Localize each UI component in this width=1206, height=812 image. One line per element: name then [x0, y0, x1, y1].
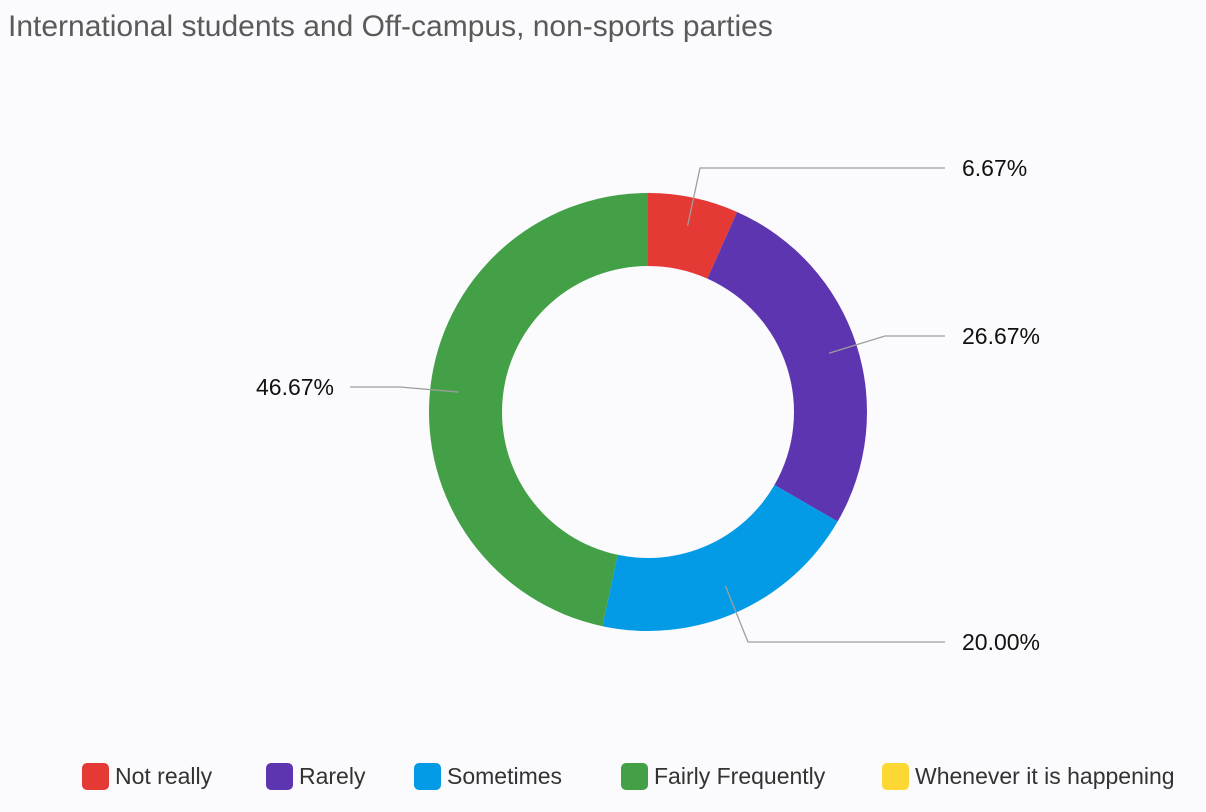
slice-not-really[interactable] [648, 193, 738, 279]
leader-line-not-really [686, 167, 945, 226]
legend-swatch-sometimes [414, 762, 441, 790]
legend-label-whenever-it-is-happening: Whenever it is happening [915, 762, 1175, 789]
data-labels-layer: 6.67% 26.67% 20.00% 46.67% [256, 155, 1040, 655]
slice-fairly-frequently[interactable] [429, 193, 648, 627]
legend-item-sometimes[interactable]: Sometimes [414, 760, 562, 792]
legend-item-whenever-it-is-happening[interactable]: Whenever it is happening [882, 760, 1175, 792]
data-label-rarely: 26.67% [962, 323, 1040, 349]
legend-item-not-really[interactable]: Not really [82, 760, 212, 792]
legend-swatch-rarely [266, 762, 293, 790]
legend-item-fairly-frequently[interactable]: Fairly Frequently [621, 760, 825, 792]
leader-line-sometimes [724, 585, 945, 643]
leader-line-rarely [828, 335, 945, 354]
data-label-not-really: 6.67% [962, 155, 1027, 181]
legend: Not really Rarely Sometimes Fairly Frequ… [0, 760, 1206, 792]
legend-swatch-whenever-it-is-happening [882, 762, 909, 790]
data-label-fairly-frequently: 46.67% [256, 374, 334, 400]
legend-swatch-fairly-frequently [621, 762, 648, 790]
slices-layer [429, 193, 867, 631]
legend-label-rarely: Rarely [299, 762, 366, 789]
legend-label-fairly-frequently: Fairly Frequently [654, 762, 826, 789]
leader-lines-layer [350, 167, 945, 643]
slice-rarely[interactable] [707, 211, 867, 522]
legend-item-rarely[interactable]: Rarely [266, 760, 365, 792]
legend-label-sometimes: Sometimes [447, 762, 563, 789]
legend-swatch-not-really [82, 762, 109, 790]
slice-sometimes[interactable] [602, 485, 838, 631]
leader-line-fairly-frequently [350, 386, 459, 393]
chart-title: International students and Off-campus, n… [8, 10, 773, 43]
legend-label-not-really: Not really [115, 762, 213, 789]
data-label-sometimes: 20.00% [962, 629, 1040, 655]
